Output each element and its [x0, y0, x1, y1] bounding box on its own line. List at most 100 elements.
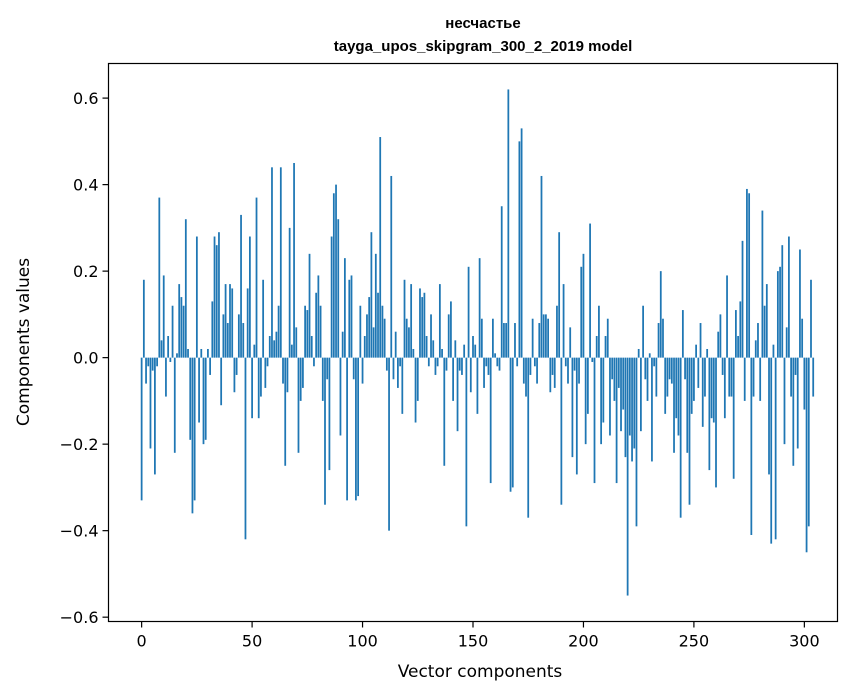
bar-21 [187, 348, 189, 358]
bar-229 [646, 357, 649, 401]
bar-130 [427, 357, 430, 367]
bar-293 [788, 236, 790, 358]
bar-104 [370, 232, 373, 358]
bar-272 [741, 240, 744, 358]
bar-302 [807, 357, 810, 527]
bar-31 [209, 357, 211, 375]
bar-133 [434, 357, 437, 375]
bar-49 [249, 236, 251, 358]
bar-275 [748, 193, 751, 358]
bar-269 [735, 310, 737, 358]
bar-209 [602, 357, 605, 423]
bar-24 [193, 357, 196, 501]
bar-81 [319, 305, 322, 358]
bar-95 [350, 275, 353, 358]
bar-40 [229, 284, 231, 358]
bar-20 [184, 219, 187, 358]
bar-15 [173, 357, 176, 453]
bar-38 [224, 284, 227, 358]
bar-282 [763, 305, 766, 358]
bar-14 [171, 305, 174, 358]
bar-228 [644, 357, 647, 380]
bar-66 [286, 357, 289, 393]
bar-237 [664, 357, 667, 414]
bar-207 [598, 305, 600, 358]
chart-title: несчастье [445, 15, 520, 32]
bar-186 [551, 357, 554, 375]
bar-43 [235, 357, 238, 375]
bar-134 [436, 357, 439, 367]
bar-267 [730, 357, 733, 397]
bar-131 [430, 314, 432, 358]
bar-33 [213, 236, 216, 358]
bar-88 [335, 184, 337, 358]
bar-246 [684, 357, 686, 380]
bar-247 [686, 357, 689, 453]
bar-250 [693, 357, 695, 401]
bar-12 [167, 336, 170, 358]
bar-10 [162, 275, 165, 358]
bar-118 [401, 357, 404, 414]
bar-147 [465, 357, 468, 527]
bar-164 [503, 323, 505, 358]
bar-187 [553, 357, 556, 388]
bar-213 [611, 357, 614, 380]
bar-196 [573, 357, 576, 371]
bar-188 [556, 305, 558, 358]
bar-248 [688, 357, 691, 505]
bar-271 [739, 301, 742, 358]
bar-183 [545, 314, 547, 358]
bar-224 [635, 357, 638, 527]
bar-161 [496, 357, 499, 367]
bar-37 [222, 314, 225, 358]
bar-108 [379, 137, 382, 358]
y-tick-label: −0.4 [60, 522, 99, 541]
bar-172 [520, 128, 523, 358]
bar-17 [178, 284, 181, 358]
bar-53 [257, 357, 260, 419]
bar-128 [423, 292, 426, 358]
bar-153 [478, 258, 481, 358]
bar-32 [211, 301, 214, 358]
bar-106 [374, 253, 377, 358]
bar-192 [564, 357, 567, 367]
bar-146 [463, 344, 466, 358]
bar-243 [677, 357, 680, 436]
bar-65 [284, 357, 287, 466]
bar-42 [233, 357, 236, 393]
bar-120 [405, 318, 408, 358]
bar-91 [341, 331, 344, 358]
x-tick-label: 0 [137, 632, 147, 651]
bar-0 [140, 357, 143, 501]
bar-260 [715, 357, 717, 488]
bar-119 [403, 279, 406, 358]
bar-167 [509, 357, 512, 492]
bar-198 [578, 357, 580, 384]
bar-149 [469, 357, 472, 393]
bar-262 [719, 314, 722, 358]
bar-109 [381, 305, 384, 358]
bar-28 [202, 357, 205, 445]
bar-126 [419, 288, 421, 358]
bars-group [140, 89, 815, 596]
bar-234 [657, 323, 660, 358]
bar-141 [452, 357, 454, 401]
bar-230 [648, 353, 651, 358]
bar-264 [723, 357, 726, 419]
bar-236 [662, 318, 664, 358]
bar-61 [275, 331, 278, 358]
bar-238 [666, 357, 669, 397]
bar-279 [757, 323, 759, 358]
bar-189 [558, 232, 561, 358]
bar-231 [651, 357, 653, 462]
bar-111 [385, 357, 388, 371]
bar-85 [328, 357, 331, 471]
bar-169 [514, 323, 516, 358]
bar-110 [383, 318, 386, 358]
bar-59 [271, 167, 273, 358]
bar-205 [593, 357, 596, 484]
bar-182 [542, 314, 545, 358]
bar-268 [732, 357, 735, 479]
bar-100 [361, 357, 364, 384]
bar-175 [527, 357, 530, 518]
